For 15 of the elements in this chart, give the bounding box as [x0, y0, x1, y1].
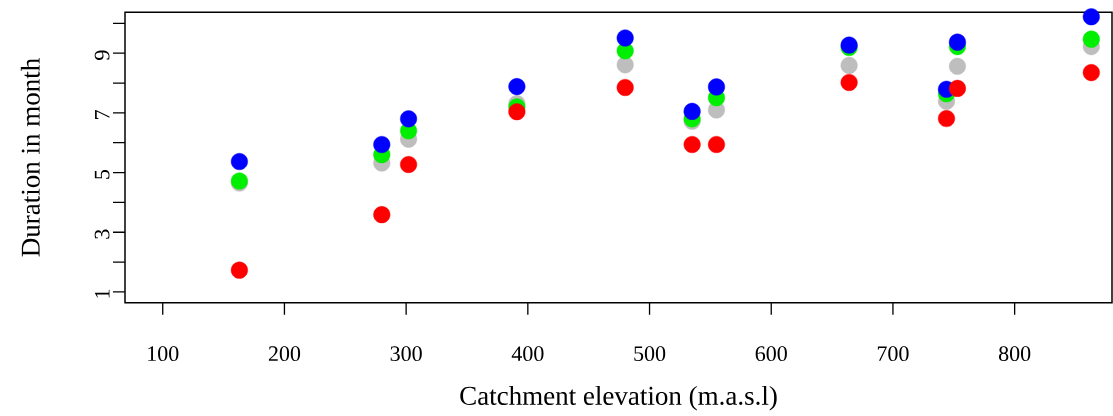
x-tick-label: 600 [755, 346, 787, 362]
x-tick-label: 500 [634, 346, 666, 362]
y-tick-label: 5 [94, 169, 110, 179]
x-tick-label: 700 [877, 346, 909, 362]
x-tick-label: 400 [511, 346, 544, 362]
x-tick-label: 800 [998, 346, 1031, 362]
x-tick-label: 300 [390, 346, 422, 362]
y-tick-label: 7 [95, 110, 110, 119]
x-axis-title: Catchment elevation (m.a.s.l) [460, 385, 777, 411]
x-tick-label: 200 [268, 346, 301, 362]
y-tick-label: 9 [94, 50, 110, 60]
y-axis-title: Duration in month [20, 58, 40, 257]
y-tick-label: 3 [94, 229, 110, 239]
x-tick-label: 100 [148, 346, 179, 362]
y-tick-label: 1 [94, 289, 110, 298]
